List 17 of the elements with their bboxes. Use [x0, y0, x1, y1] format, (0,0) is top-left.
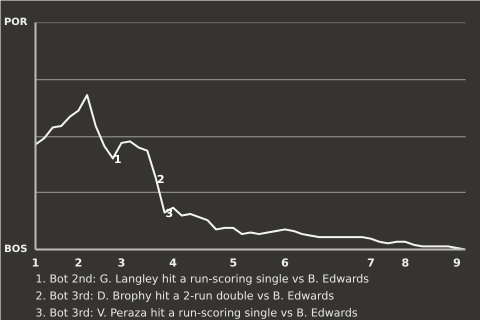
x-tick-label: 6	[281, 256, 290, 270]
x-tick-label: 7	[367, 256, 375, 270]
text: 1. Bot 2nd: G. Langley hit a run-scoring single vs B. Edwards	[36, 272, 370, 286]
annotation: 1	[114, 152, 122, 166]
annotation: 3	[166, 206, 174, 220]
text: POR	[4, 17, 28, 28]
annotation: 2	[156, 172, 165, 186]
x-tick-label: 4	[169, 256, 178, 270]
text: 3. Bot 3rd: V. Peraza hit a run-scoring single vs B. Edwards	[36, 306, 358, 320]
x-tick-label: 2	[74, 256, 82, 270]
x-tick-label: 1	[32, 256, 40, 270]
text: 2. Bot 3rd: D. Brophy hit a 2-run double vs B. Edwards	[36, 290, 334, 302]
x-tick-label: 5	[229, 256, 238, 270]
text: BOS	[4, 244, 28, 255]
x-tick-label: 8	[401, 256, 410, 270]
x-tick-label: 3	[118, 256, 126, 270]
x-tick-label: 9	[453, 256, 461, 270]
